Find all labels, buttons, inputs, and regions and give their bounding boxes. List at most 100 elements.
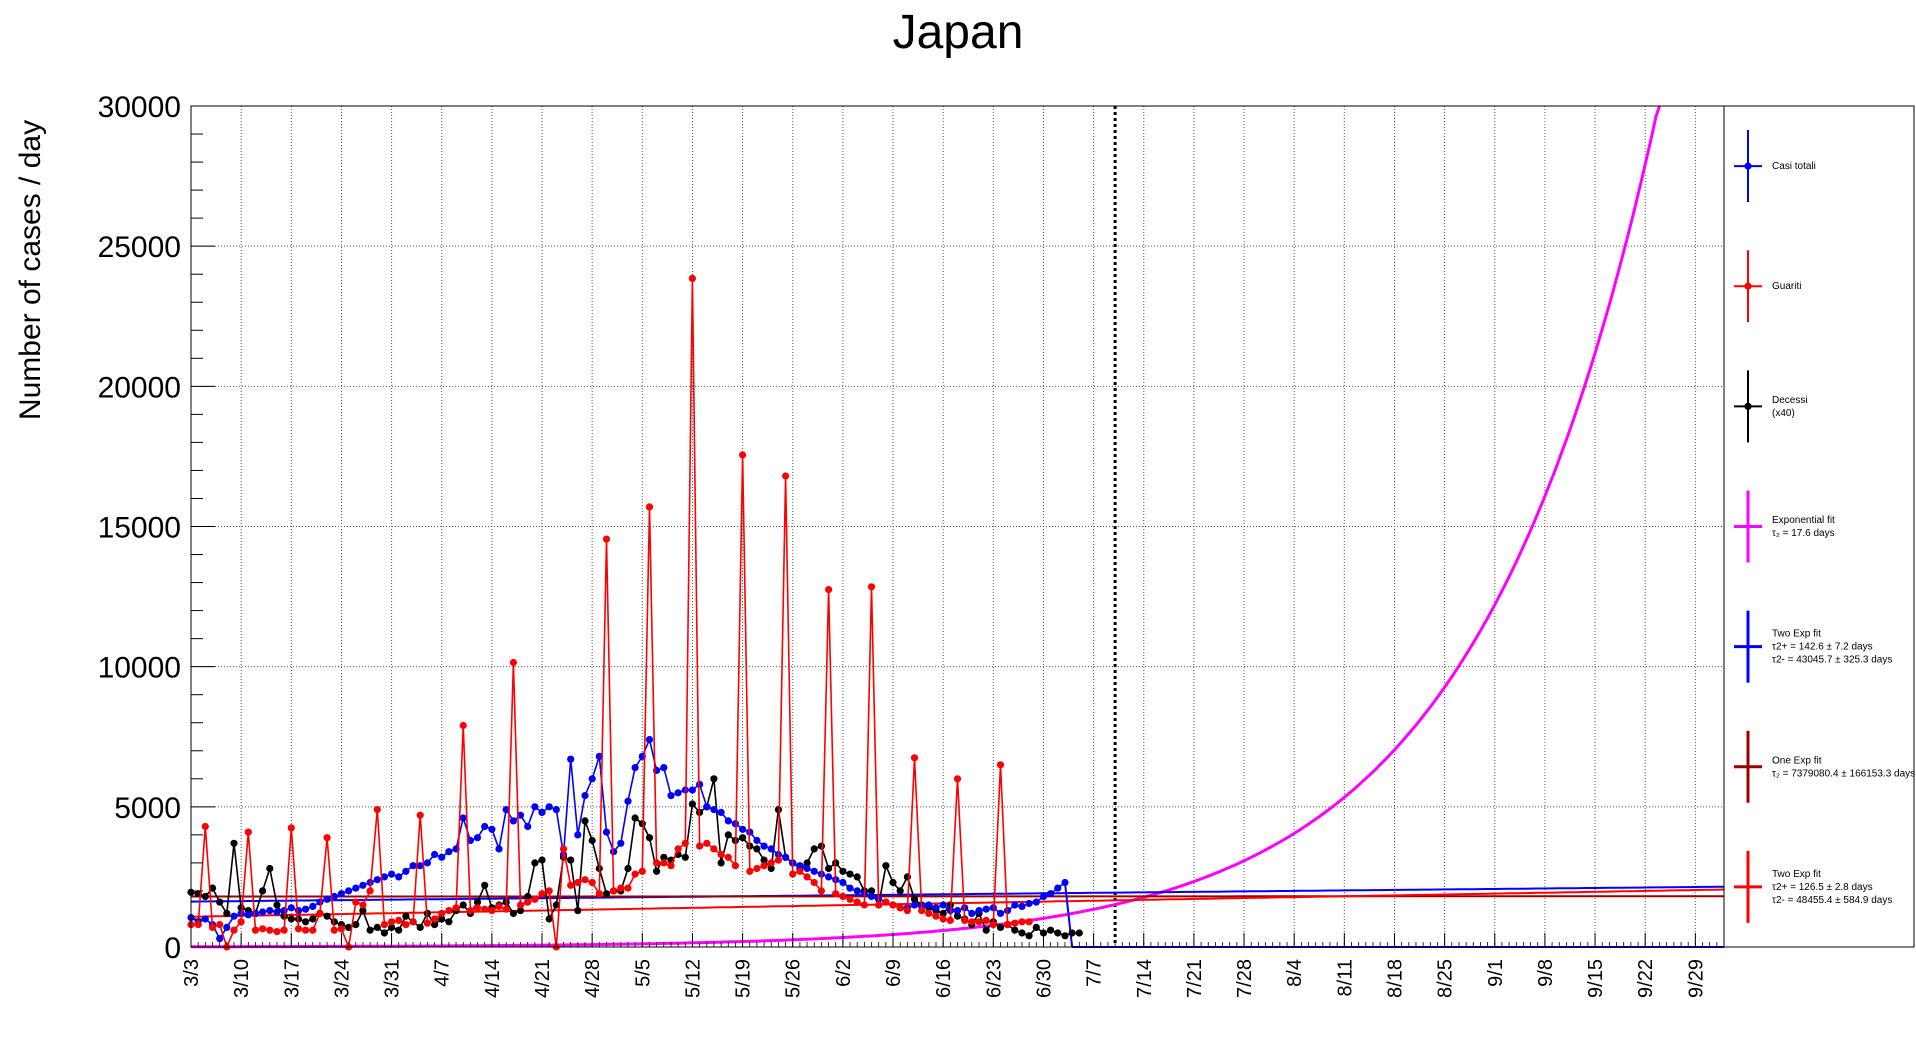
data-point-s1-d90 xyxy=(832,890,840,898)
data-point-s2-d100 xyxy=(903,873,912,881)
data-point-s2-d99 xyxy=(896,887,904,895)
data-point-s0-d33 xyxy=(423,859,431,867)
data-point-s0-d92 xyxy=(846,884,854,892)
data-point-s1-d2 xyxy=(201,822,209,831)
data-point-s2-d124 xyxy=(1075,929,1083,937)
data-point-s2-d89 xyxy=(825,864,833,873)
x-tick-label: 5/26 xyxy=(783,959,805,998)
x-tick-label: 8/4 xyxy=(1284,959,1306,987)
data-point-s1-d115 xyxy=(1011,919,1019,927)
data-point-s1-d71 xyxy=(696,842,704,850)
x-tick-label: 6/2 xyxy=(833,959,855,987)
data-point-s2-d32 xyxy=(416,923,424,932)
legend: Casi totali Guariti Decessi (x40) Exponentia… xyxy=(1723,105,1915,948)
data-point-s1-d33 xyxy=(423,919,431,927)
legend-entry-label: Casi totali xyxy=(1772,161,1816,172)
data-point-s0-d4 xyxy=(216,935,224,943)
x-tick-label: 3/17 xyxy=(281,959,303,998)
data-point-s2-d123 xyxy=(1068,929,1076,937)
data-point-s2-d105 xyxy=(939,909,947,918)
data-point-s0-d45 xyxy=(509,817,517,825)
data-point-s2-d3 xyxy=(208,884,217,892)
data-point-s0-d61 xyxy=(624,797,632,805)
data-point-s2-d11 xyxy=(266,864,274,873)
x-tick-label: 7/21 xyxy=(1184,959,1206,998)
data-point-s2-d54 xyxy=(574,907,582,915)
data-point-s2-d66 xyxy=(660,853,668,861)
x-tick-label: 9/29 xyxy=(1685,959,1707,998)
data-point-s0-d66 xyxy=(660,764,668,772)
data-point-s1-d68 xyxy=(674,845,682,853)
data-point-s1-d31 xyxy=(409,918,417,926)
data-point-s0-d22 xyxy=(345,887,353,895)
data-point-s0-d47 xyxy=(524,822,532,831)
data-point-s2-d22 xyxy=(345,923,353,932)
x-tick-label: 3/10 xyxy=(231,959,253,998)
data-point-s1-d4 xyxy=(216,921,224,929)
data-point-s1-d104 xyxy=(932,912,940,920)
data-point-s1-d26 xyxy=(373,806,381,814)
data-point-s1-d66 xyxy=(660,859,668,867)
data-point-s2-d111 xyxy=(982,926,990,934)
data-point-s0-d44 xyxy=(502,806,510,814)
data-point-s2-d46 xyxy=(516,907,525,915)
data-point-s2-d87 xyxy=(810,845,818,853)
data-point-s0-d62 xyxy=(631,764,639,772)
data-point-s1-d23 xyxy=(352,898,360,906)
data-point-s0-d83 xyxy=(782,853,790,861)
data-point-s2-d51 xyxy=(552,901,560,909)
data-point-s2-d47 xyxy=(524,892,532,901)
data-point-s0-d48 xyxy=(531,803,539,811)
data-point-s1-d20 xyxy=(330,926,338,934)
x-tick-label: 5/5 xyxy=(632,959,654,987)
data-point-s1-d35 xyxy=(438,909,446,918)
x-tick-label: 5/12 xyxy=(682,959,704,998)
data-point-s0-d122 xyxy=(1061,878,1069,887)
data-point-s1-d69 xyxy=(681,839,689,847)
fit-curve-3 xyxy=(191,105,1661,949)
data-point-s2-d41 xyxy=(481,881,489,889)
x-tick-label: 3/24 xyxy=(331,959,353,998)
data-point-s2-d65 xyxy=(653,867,661,875)
data-point-s2-d92 xyxy=(846,870,854,878)
data-point-s0-d60 xyxy=(617,839,625,847)
data-point-s0-d19 xyxy=(323,895,331,903)
data-point-s1-d43 xyxy=(495,902,503,911)
data-point-s0-d119 xyxy=(1039,892,1048,901)
data-point-s1-d79 xyxy=(753,864,761,873)
data-point-s2-d4 xyxy=(216,898,224,906)
data-point-s0-d49 xyxy=(538,808,546,817)
data-point-s1-d44 xyxy=(502,905,510,913)
data-point-s0-d103 xyxy=(925,901,933,909)
data-point-s0-d21 xyxy=(337,890,345,898)
data-point-s1-d8 xyxy=(244,828,252,836)
legend-entry-label: τ2+ = 142.6 ± 7.2 days xyxy=(1772,642,1873,653)
data-point-s0-d91 xyxy=(839,878,847,887)
x-tick-label: 3/3 xyxy=(181,959,203,987)
grid-layer xyxy=(191,106,1724,947)
data-point-s1-d70 xyxy=(688,274,697,282)
data-point-s1-d32 xyxy=(416,811,424,819)
data-point-s0-d79 xyxy=(753,836,761,845)
legend-entry-label: Two Exp fit xyxy=(1772,629,1821,640)
data-point-s1-d21 xyxy=(337,925,345,933)
data-point-s0-d58 xyxy=(602,828,611,836)
data-point-s0-d2 xyxy=(201,915,209,923)
data-point-s2-d69 xyxy=(681,853,689,861)
data-point-s0-d40 xyxy=(473,834,482,842)
data-point-s2-d34 xyxy=(431,921,439,929)
data-point-s1-d41 xyxy=(481,905,489,913)
data-point-s2-d2 xyxy=(201,892,209,901)
data-point-s2-d27 xyxy=(380,929,388,937)
data-point-s1-d62 xyxy=(631,870,639,878)
data-point-s0-d85 xyxy=(796,862,804,870)
y-tick-label: 5000 xyxy=(114,792,181,825)
data-point-s0-d72 xyxy=(703,803,711,811)
data-point-s0-d68 xyxy=(674,789,682,797)
x-tick-label: 3/31 xyxy=(382,959,404,998)
data-point-s0-d95 xyxy=(867,892,876,901)
fit-curve-4 xyxy=(190,885,1725,903)
legend-entry-label: Exponential fit xyxy=(1772,515,1835,526)
data-point-s0-d57 xyxy=(595,752,603,761)
data-point-s2-d79 xyxy=(753,845,761,853)
